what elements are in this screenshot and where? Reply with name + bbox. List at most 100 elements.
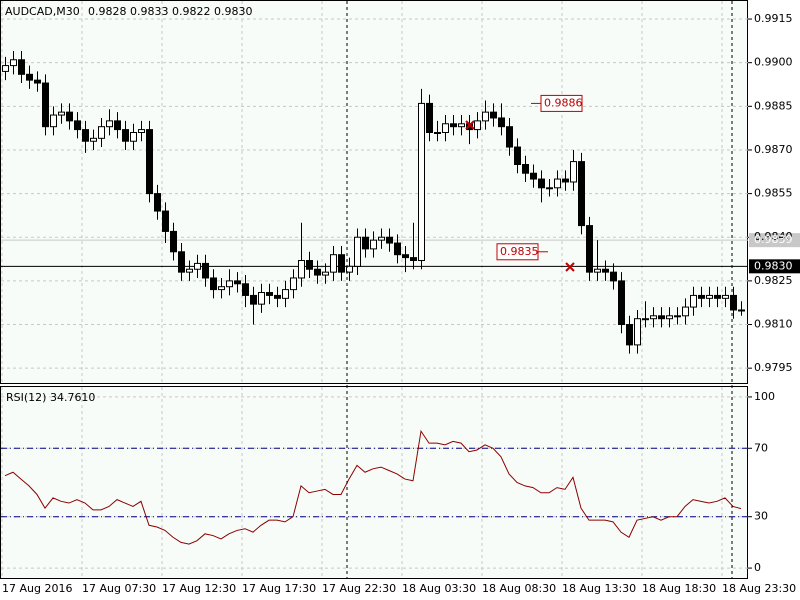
candle-body [602, 268, 609, 273]
candle-body [186, 268, 193, 273]
candle-body [618, 280, 625, 326]
y-tick-label: 0.9810 [754, 318, 793, 331]
indicator-label: RSI(12) 34.7610 [6, 391, 95, 404]
candle-body [122, 129, 129, 142]
candle-body [714, 294, 721, 299]
price-marker-label: 0.9839 [754, 233, 793, 246]
candle-body [586, 225, 593, 273]
x-tick-label: 17 Aug 2016 [2, 582, 72, 595]
candle-body [570, 161, 577, 183]
candle-body [482, 111, 489, 122]
candle-body [530, 172, 537, 180]
candle-body [274, 294, 281, 299]
candle-body [378, 236, 385, 241]
candle-body [722, 294, 729, 299]
rsi-line [4, 429, 742, 545]
candle-body [42, 82, 49, 128]
candle-body [74, 120, 81, 131]
candle-body [642, 318, 649, 321]
candle-body [2, 65, 9, 72]
candle-body [298, 260, 305, 279]
y-tick-label: 0.9900 [754, 56, 793, 69]
trade-mark [465, 120, 475, 130]
candle-body [162, 210, 169, 232]
candle-body [498, 117, 505, 128]
candle-body [394, 242, 401, 256]
x-tick-label: 17 Aug 07:30 [82, 582, 156, 595]
candle-body [210, 277, 217, 291]
candle-body [338, 254, 345, 273]
candle-body [258, 292, 265, 305]
candle-body [562, 178, 569, 183]
candle-body [202, 262, 209, 279]
candle-body [514, 146, 521, 166]
candle-body [522, 164, 529, 174]
candle-body [114, 120, 121, 131]
candle-body [242, 283, 249, 296]
candle-body [138, 129, 145, 134]
x-tick-label: 18 Aug 03:30 [402, 582, 476, 595]
x-tick-label: 18 Aug 13:30 [562, 582, 636, 595]
candle-body [682, 306, 689, 317]
annotation-label: 0.9835 [500, 245, 539, 258]
candle-body [458, 123, 465, 128]
candle-body [346, 265, 353, 273]
candle-body [402, 254, 409, 259]
price-marker [749, 259, 800, 274]
candle-body [146, 129, 153, 195]
candle-body [538, 178, 545, 189]
candle-body [666, 315, 673, 320]
candle-body [410, 257, 417, 262]
candle-body [58, 111, 65, 116]
y-tick-label: 0.9840 [754, 230, 793, 243]
rsi-pane [0, 386, 748, 579]
candle-body [154, 193, 161, 212]
y-tick-label: 100 [754, 390, 775, 403]
candle-body [90, 137, 97, 142]
annotation-label: 0.9886 [544, 96, 583, 109]
symbol: AUDCAD,M30 [5, 5, 80, 18]
y-tick-label: 30 [754, 510, 768, 523]
candle-body [10, 59, 17, 67]
ohlc: 0.9828 0.9833 0.9822 0.9830 [88, 5, 252, 18]
candle-body [18, 59, 25, 75]
y-tick-label: 0.9870 [754, 143, 793, 156]
candle-body [434, 132, 441, 135]
x-tick-label: 17 Aug 12:30 [162, 582, 236, 595]
y-tick-label: 0 [754, 561, 761, 574]
candle-body [690, 294, 697, 308]
candle-body [418, 102, 425, 262]
candle-body [290, 277, 297, 291]
candle-body [370, 239, 377, 250]
trade-mark [565, 262, 575, 272]
candle-body [306, 260, 313, 270]
candle-body [474, 120, 481, 131]
candle-body [226, 280, 233, 288]
y-tick-label: 0.9825 [754, 274, 793, 287]
candle-body [698, 294, 705, 299]
candle-body [730, 294, 737, 311]
candle-body [706, 294, 713, 299]
x-tick-label: 17 Aug 22:30 [322, 582, 396, 595]
candle-body [426, 102, 433, 134]
candle-body [282, 289, 289, 299]
candle-body [626, 324, 633, 346]
candle-body [610, 271, 617, 282]
candle-body [658, 315, 665, 320]
candle-body [26, 73, 33, 81]
candle-body [106, 120, 113, 128]
candle-body [130, 132, 137, 142]
candle-body [546, 187, 553, 190]
candle-body [314, 268, 321, 276]
candle-body [450, 123, 457, 128]
candle-body [354, 236, 361, 267]
candle-body [178, 251, 185, 273]
y-tick-label: 0.9795 [754, 361, 793, 374]
candle-body [650, 315, 657, 320]
candle-body [594, 268, 601, 273]
candle-body [674, 315, 681, 318]
candle-body [506, 126, 513, 148]
candle-body [490, 111, 497, 119]
